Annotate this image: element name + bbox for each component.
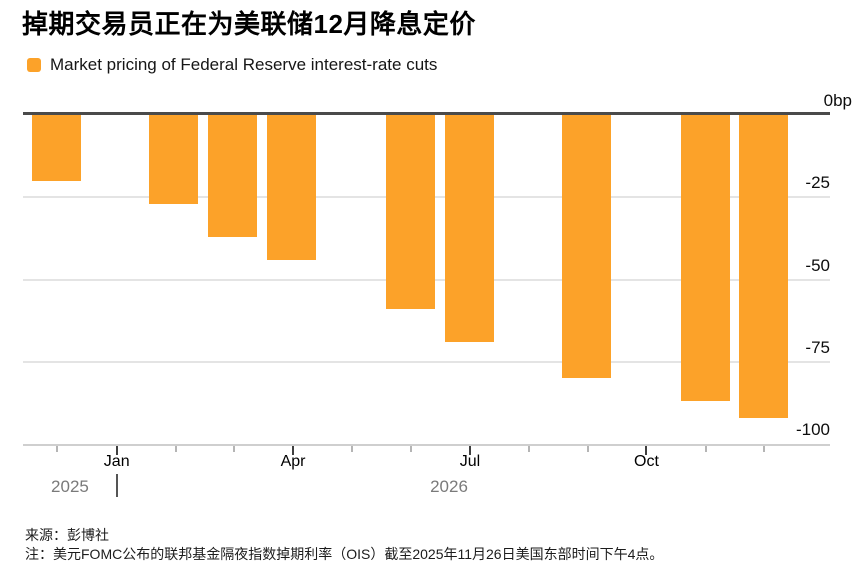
y-axis-label-0bp: 0bp [823,91,852,110]
bar-2026-02 [149,115,199,204]
bar-2026-12 [739,115,789,418]
x-tick-Oct [645,446,648,455]
footnote: 注：美元FOMC公布的联邦基金隔夜指数掉期利率（OIS）截至2025年11月26… [25,546,664,562]
x-tick-month-8 [527,446,530,452]
x-tick-month-11 [704,446,707,452]
x-tick-month-12 [763,446,766,452]
year-label-2025: 2025 [51,477,89,496]
year-separator [115,474,118,497]
x-tick-Jul [468,446,471,455]
chart-title: 掉期交易员正在为美联储12月降息定价 [22,9,476,39]
bar-2026-09 [562,115,612,379]
x-axis-label-Apr: Apr [280,453,306,470]
x-tick-Jan [115,446,118,455]
legend: Market pricing of Federal Reserve intere… [27,56,437,74]
legend-swatch-icon [27,58,41,72]
x-tick-Apr [292,446,295,455]
y-axis-label--50: -50 [805,255,830,275]
bar-2026-11 [680,115,730,402]
x-axis-label-Jan: Jan [103,453,130,470]
year-label-2026: 2026 [430,477,468,496]
x-tick-month-9 [586,446,589,452]
x-axis-label-Jul: Jul [459,453,481,470]
bar-2026-07 [445,115,494,342]
x-tick-month-6 [410,446,412,452]
plot-area [23,112,830,446]
y-axis-label--25: -25 [805,173,830,193]
footer: 来源：彭博社 注：美元FOMC公布的联邦基金隔夜指数掉期利率（OIS）截至202… [25,526,663,564]
source-note: 来源：彭博社 [25,527,109,543]
x-tick-month-3 [233,446,236,452]
y-axis-label--75: -75 [805,337,830,357]
legend-label: Market pricing of Federal Reserve intere… [50,55,438,74]
bar-2026-06 [386,115,435,310]
x-axis-label-Oct: Oct [634,453,659,470]
bar-2026-04 [267,115,317,260]
bar-2026-03 [208,115,257,237]
bar-2025-12 [31,115,81,181]
x-tick-month-5 [351,446,353,452]
x-tick-month-0 [55,446,58,452]
zero-baseline [23,112,830,115]
y-axis-label--100: -100 [795,420,830,439]
gridline--75 [23,360,830,363]
x-axis-line [23,444,830,446]
x-tick-month-2 [174,446,177,452]
